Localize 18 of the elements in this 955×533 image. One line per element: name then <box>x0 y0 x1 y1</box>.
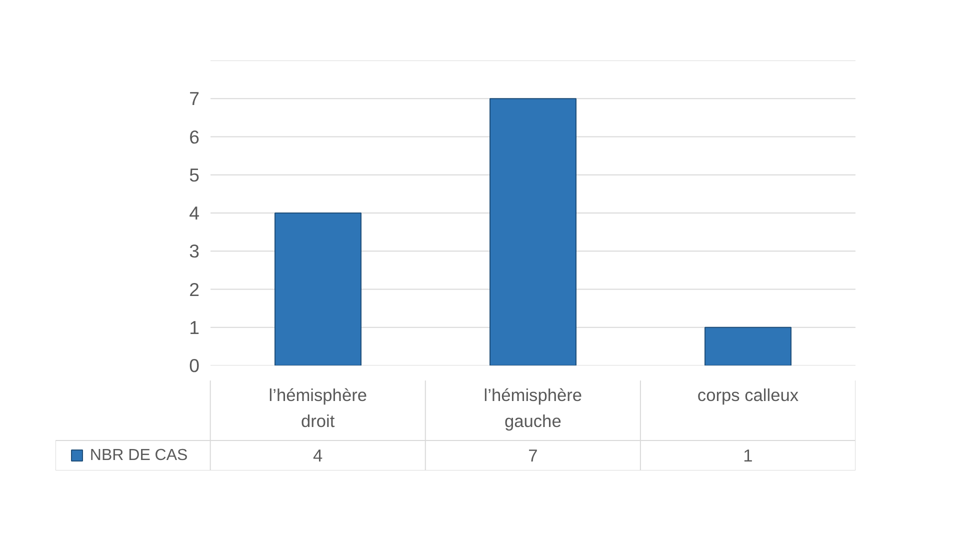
x-tick-label: l’hémisphère droit <box>268 385 367 431</box>
data-label: 7 <box>528 446 538 466</box>
y-tick-label: 6 <box>189 126 200 148</box>
y-tick-label: 7 <box>189 88 200 110</box>
data-label: 4 <box>313 446 324 466</box>
bar <box>490 98 576 366</box>
bar <box>704 326 792 366</box>
legend-label: NBR DE CAS <box>90 447 188 464</box>
y-tick-label: 1 <box>189 316 200 338</box>
data-label: 1 <box>743 446 753 466</box>
y-tick-label: 3 <box>189 240 200 262</box>
x-tick-label: l’hémisphère gauche <box>484 385 582 431</box>
y-tick-label: 5 <box>189 164 200 186</box>
x-tick-label: corps calleux <box>697 385 799 405</box>
y-tick-label: 2 <box>189 278 200 300</box>
y-tick-label: 4 <box>189 202 200 224</box>
bar <box>274 212 362 366</box>
y-tick-label: 0 <box>189 355 200 376</box>
